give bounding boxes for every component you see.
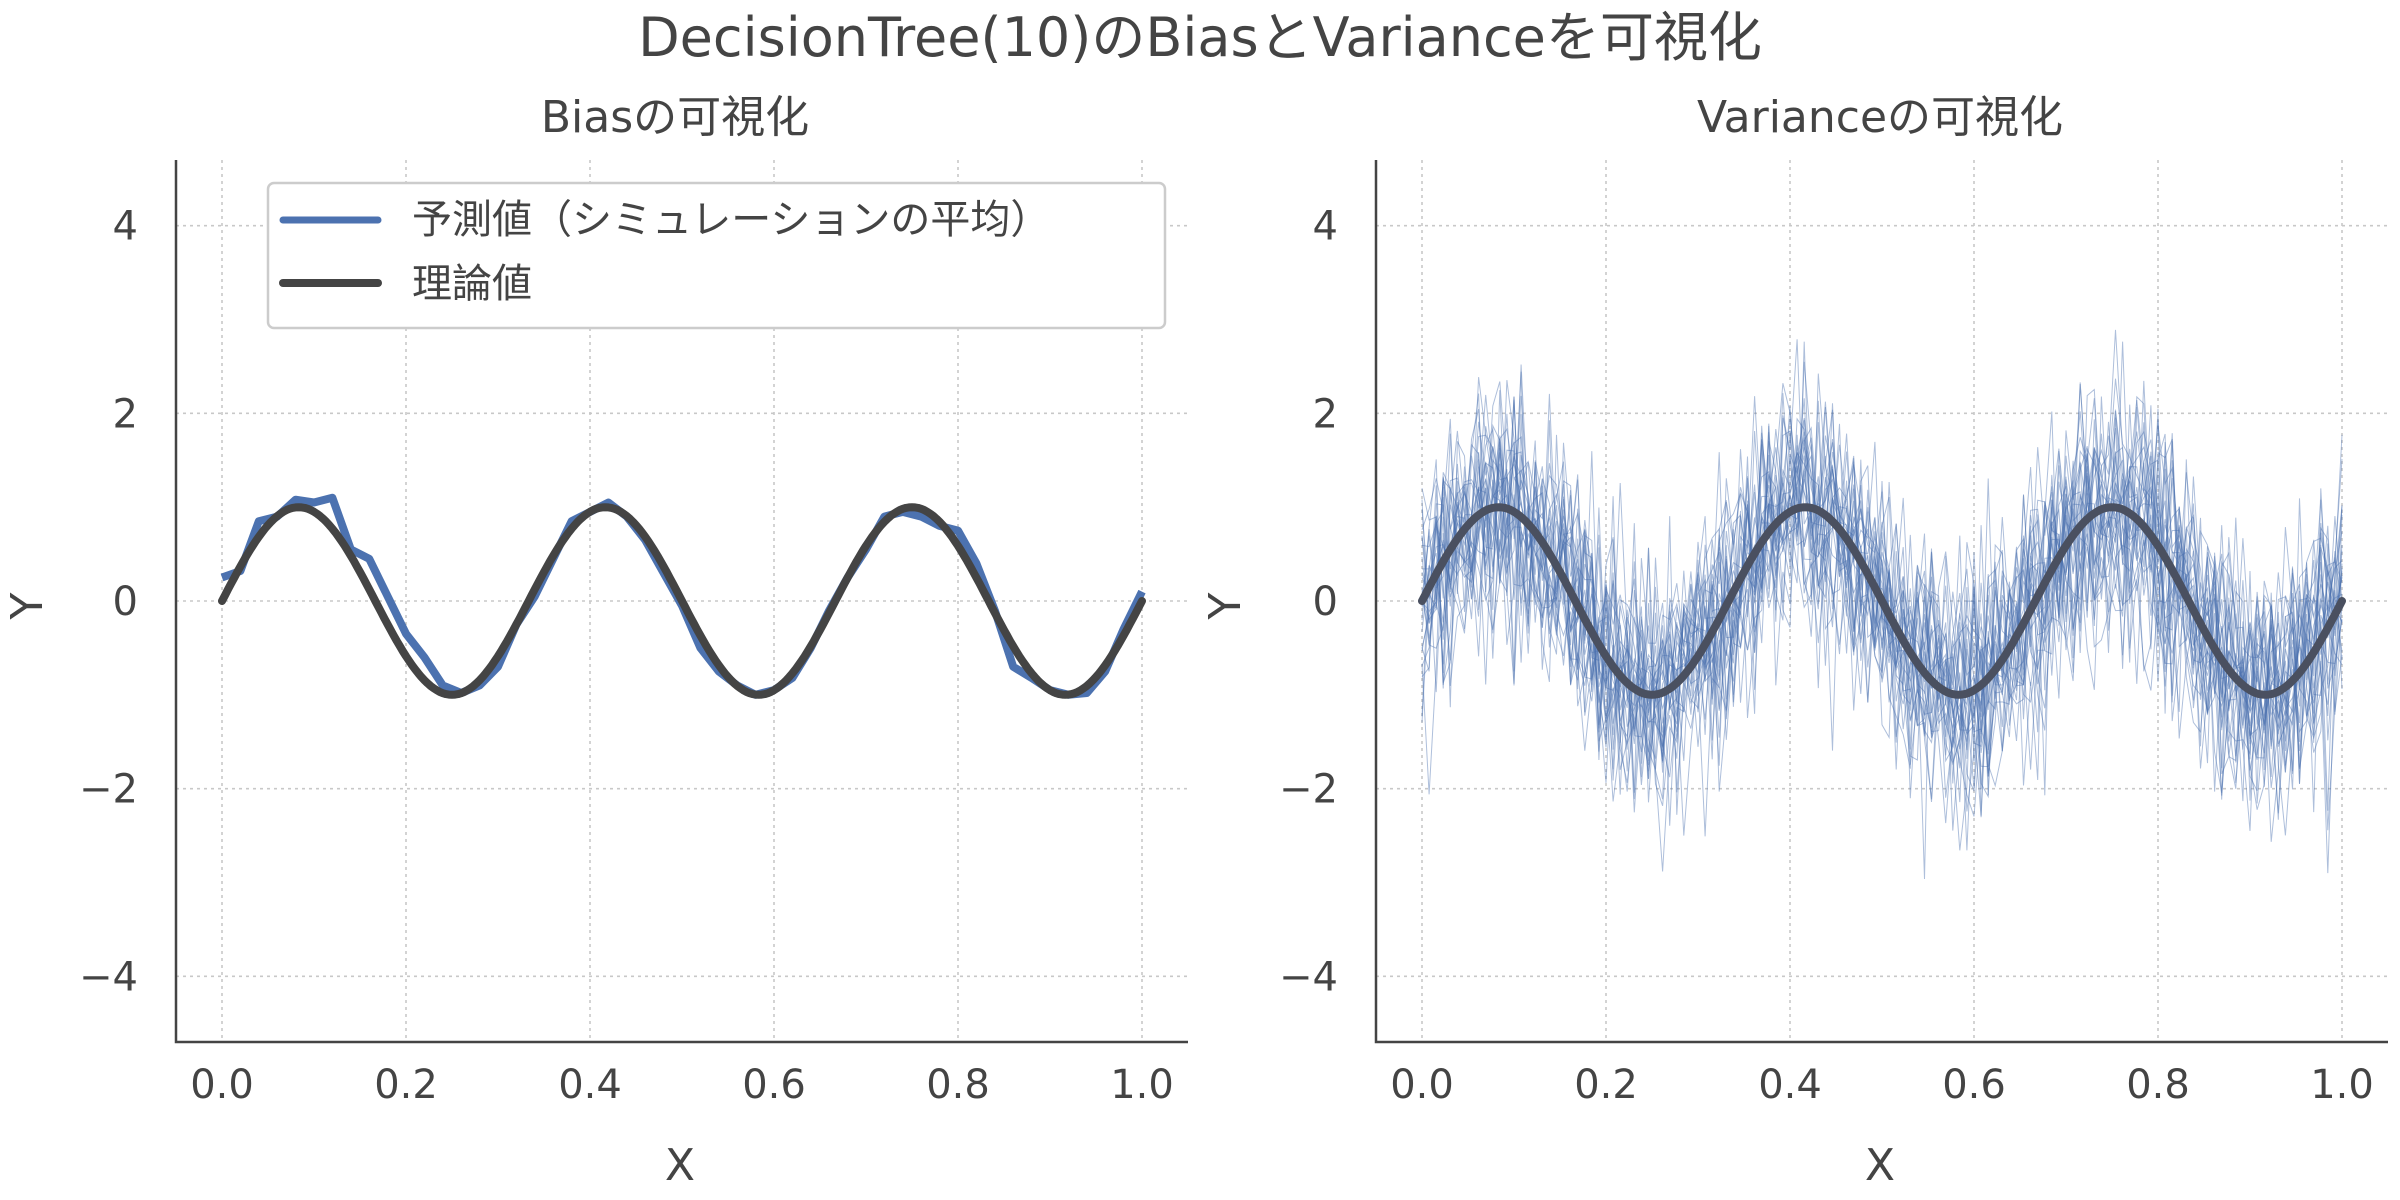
legend-label-theory: 理論値 [412, 261, 532, 307]
x-tick-label: 0.4 [558, 1062, 622, 1108]
simulation-line [1421, 393, 2343, 836]
theory-line [218, 503, 1146, 699]
bias-plot-y-label: Y [2, 592, 53, 620]
y-tick-label: −4 [79, 954, 138, 1000]
variance-plot-y-label: Y [1200, 592, 1251, 620]
bias-plot-x-ticks: 0.0 0.2 0.4 0.6 0.8 1.0 [190, 1062, 1174, 1108]
simulation-line [1421, 419, 2343, 874]
y-tick-label: −2 [1279, 767, 1338, 813]
simulation-line [1421, 339, 2343, 814]
simulation-line [1421, 441, 2343, 761]
bias-plot-series [218, 493, 1146, 699]
x-tick-label: 0.4 [1758, 1062, 1822, 1108]
simulation-line [1421, 361, 2343, 790]
x-tick-label: 0.6 [1942, 1062, 2006, 1108]
simulation-line [1421, 378, 2343, 851]
simulation-line [1422, 396, 2343, 800]
x-tick-label: 0.8 [2126, 1062, 2190, 1108]
variance-plot-x-label: X [1865, 1140, 1895, 1191]
legend-label-prediction: 予測値（シミュレーションの平均） [412, 197, 1050, 243]
simulation-line [1421, 383, 2343, 800]
y-tick-label: 0 [1313, 579, 1338, 625]
x-tick-label: 0.8 [926, 1062, 990, 1108]
simulation-line [1421, 371, 2343, 831]
bias-plot-title: Biasの可視化 [541, 92, 809, 143]
y-tick-label: 2 [1313, 391, 1338, 437]
simulation-line [1421, 329, 2343, 851]
bias-plot-x-label: X [665, 1140, 695, 1191]
y-tick-label: 2 [113, 391, 138, 437]
simulation-line [1421, 381, 2343, 811]
simulation-line [1421, 390, 2343, 800]
x-tick-label: 0.0 [190, 1062, 254, 1108]
simulation-line [1421, 427, 2343, 831]
x-tick-label: 0.2 [1574, 1062, 1638, 1108]
figure-title: DecisionTree(10)のBiasとVarianceを可視化 [638, 6, 1762, 69]
simulation-line [1421, 406, 2343, 778]
simulation-line [1421, 382, 2343, 796]
variance-plot-series [1418, 329, 2346, 880]
simulation-line [1421, 341, 2343, 872]
y-tick-label: −4 [1279, 954, 1338, 1000]
simulation-line [1421, 422, 2343, 880]
y-tick-label: −2 [79, 767, 138, 813]
variance-plot-title: Varianceの可視化 [1697, 92, 2063, 143]
x-tick-label: 0.2 [374, 1062, 438, 1108]
y-tick-label: 0 [113, 579, 138, 625]
simulation-line [1421, 395, 2343, 812]
x-tick-label: 0.0 [1390, 1062, 1454, 1108]
y-tick-label: 4 [113, 204, 138, 250]
x-tick-label: 0.6 [742, 1062, 806, 1108]
variance-plot-y-ticks: −4 −2 0 2 4 [1279, 204, 1338, 1001]
variance-plot: Varianceの可視化 0.0 0.2 0.4 0.6 0.8 1.0 −4−2024 … [1200, 92, 2388, 1191]
simulation-line [1421, 400, 2343, 792]
x-tick-label: 1.0 [1110, 1062, 1174, 1108]
bias-plot-y-ticks: −4 −2 0 2 4 [79, 204, 138, 1001]
simulation-line [1421, 418, 2343, 820]
simulation-line [1421, 428, 2343, 804]
legend: 予測値（シミュレーションの平均） 理論値 [266, 181, 1167, 330]
variance-plot-axes [1374, 160, 2388, 1044]
y-tick-label: 4 [1313, 204, 1338, 250]
x-tick-label: 1.0 [2310, 1062, 2374, 1108]
theory-line [1418, 503, 2346, 699]
legend-box [266, 181, 1167, 330]
simulation-line [1421, 341, 2343, 793]
variance-plot-x-ticks: 0.0 0.2 0.4 0.6 0.8 1.0 [1390, 1062, 2374, 1108]
bias-plot-axes [174, 160, 1188, 1044]
